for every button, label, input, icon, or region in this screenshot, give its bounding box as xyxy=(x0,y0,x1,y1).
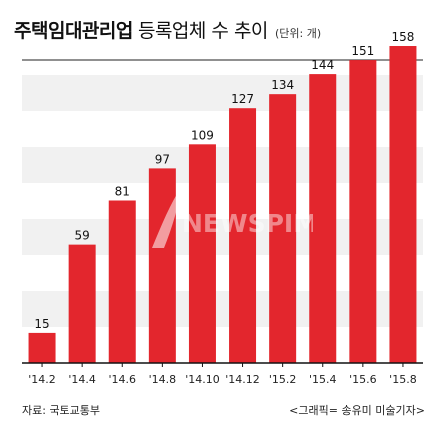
x-tick-label: '15.8 xyxy=(389,373,417,386)
data-label: 15 xyxy=(34,317,49,331)
bar xyxy=(349,60,377,364)
data-label: 109 xyxy=(191,128,214,142)
newspim-watermark: NEWSPIM xyxy=(148,182,318,252)
data-label: 151 xyxy=(351,44,374,58)
bar xyxy=(229,108,257,363)
data-label: 158 xyxy=(391,30,414,44)
data-label: 59 xyxy=(75,229,90,243)
unit-label: (단위: 개) xyxy=(275,27,322,40)
bar xyxy=(188,144,216,363)
x-tick-label: '15.6 xyxy=(349,373,377,386)
x-tick-label: '15.2 xyxy=(269,373,297,386)
data-label: 81 xyxy=(115,184,130,198)
x-tick-label: '14.6 xyxy=(108,373,136,386)
source-note: 자료: 국토교통부 xyxy=(22,404,101,417)
x-tick-label: '15.4 xyxy=(309,373,337,386)
chart-title: 주택임대관리업 등록업체 수 추이 (단위: 개) xyxy=(14,16,321,43)
chart-title-main: 주택임대관리업 xyxy=(14,20,133,42)
data-label: 144 xyxy=(311,58,334,72)
bar xyxy=(389,46,417,363)
bar xyxy=(309,74,337,363)
x-tick-label: '14.12 xyxy=(225,373,260,386)
svg-text:NEWSPIM: NEWSPIM xyxy=(182,209,313,238)
bar xyxy=(68,244,96,363)
data-label: 97 xyxy=(155,152,170,166)
x-tick-label: '14.4 xyxy=(68,373,96,386)
x-tick-label: '14.2 xyxy=(28,373,56,386)
chart-title-sub: 등록업체 수 추이 xyxy=(137,20,268,42)
x-tick-label: '14.8 xyxy=(149,373,177,386)
bar xyxy=(269,94,297,363)
x-tick-label: '14.10 xyxy=(185,373,220,386)
data-label: 134 xyxy=(271,78,294,92)
bar xyxy=(108,200,136,363)
bar xyxy=(148,168,176,363)
bar xyxy=(28,332,56,363)
graphic-credit: <그래픽= 송유미 미술기자> xyxy=(289,404,425,417)
data-label: 127 xyxy=(231,92,254,106)
